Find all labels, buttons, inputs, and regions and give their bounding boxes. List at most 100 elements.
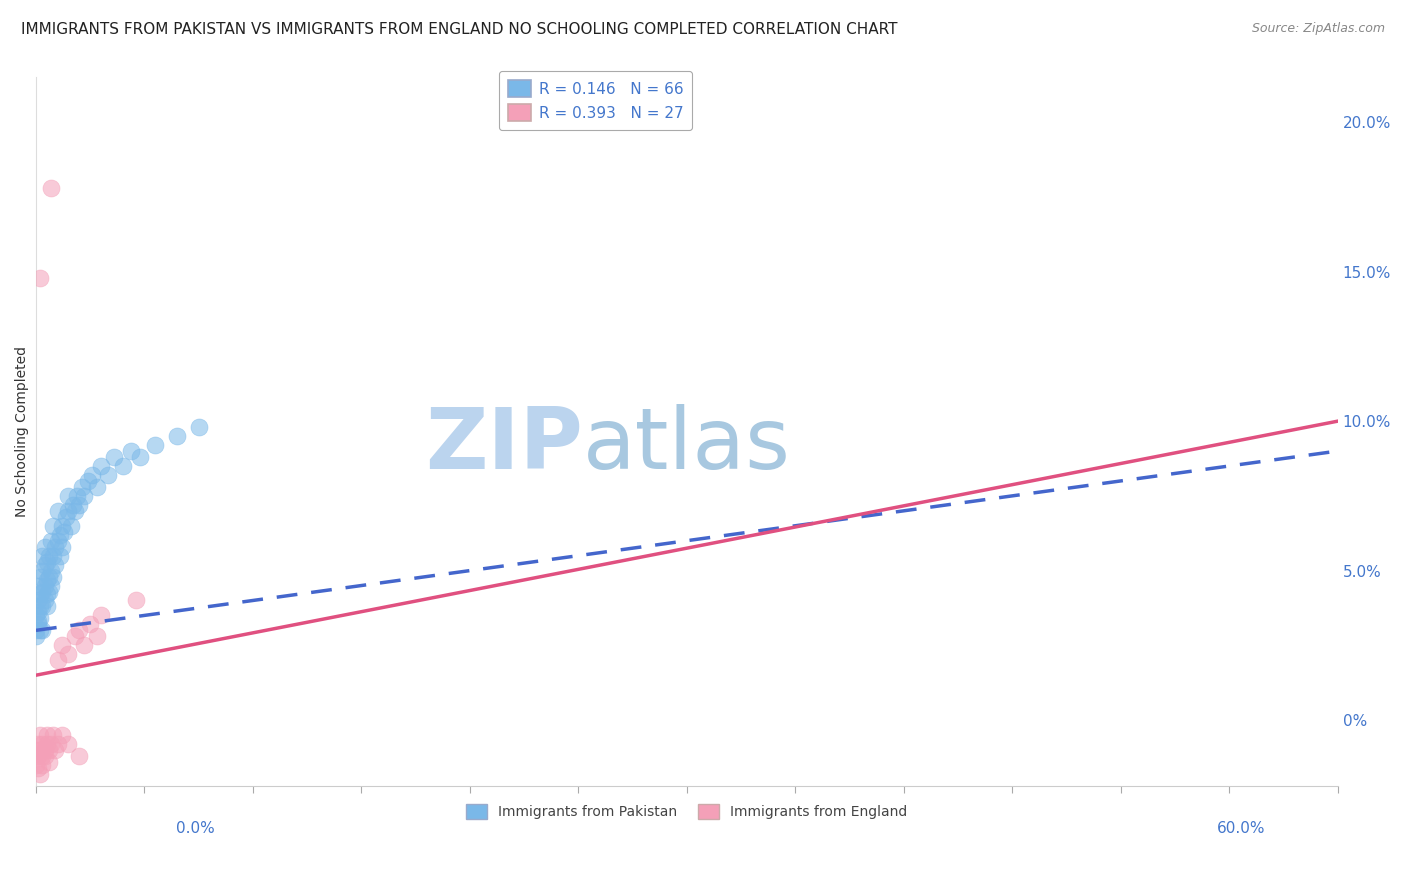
Point (46, 737, 69, 751)
Point (96, 467, 118, 482)
Point (111, 458, 134, 473)
Point (63, 504, 86, 518)
Point (77, 474, 100, 488)
Point (38, 569, 60, 583)
Point (31, 737, 53, 751)
Point (58, 489, 80, 503)
Point (31, 748, 53, 763)
Point (25, 608, 48, 623)
Point (31, 584, 53, 599)
Point (39, 737, 62, 751)
Point (44, 743, 66, 757)
Point (73, 638, 96, 652)
Point (31, 549, 53, 563)
Point (73, 489, 96, 503)
Point (34, 748, 56, 763)
Point (27, 737, 49, 751)
Point (25, 629, 48, 643)
Point (67, 498, 90, 512)
Point (31, 624, 53, 638)
Point (38, 549, 60, 563)
Point (70, 480, 93, 494)
Text: 0.0%: 0.0% (176, 821, 215, 836)
Point (34, 558, 56, 572)
Point (42, 569, 65, 583)
Point (27, 617, 49, 632)
Point (30, 767, 52, 781)
Point (25, 624, 48, 638)
Point (38, 584, 60, 599)
Point (34, 540, 56, 554)
Text: atlas: atlas (582, 404, 790, 487)
Point (38, 755, 60, 769)
Point (35, 737, 58, 751)
Point (46, 653, 69, 667)
Point (46, 504, 69, 518)
Point (31, 564, 53, 578)
Point (51, 728, 73, 742)
Point (79, 617, 101, 632)
Point (51, 518, 73, 533)
Point (42, 549, 65, 563)
Point (42, 518, 65, 533)
Point (30, 743, 52, 757)
Point (55, 509, 77, 524)
Point (58, 504, 80, 518)
Point (34, 593, 56, 607)
Point (66, 489, 89, 503)
Point (143, 438, 166, 452)
Point (30, 599, 52, 614)
Point (49, 549, 72, 563)
Point (129, 450, 152, 464)
Y-axis label: No Schooling Completed: No Schooling Completed (15, 346, 30, 517)
Point (86, 629, 108, 643)
Point (51, 540, 73, 554)
Point (63, 629, 86, 643)
Point (35, 555, 58, 569)
Point (44, 540, 66, 554)
Point (166, 429, 188, 443)
Point (30, 270, 52, 285)
Text: 60.0%: 60.0% (1218, 821, 1265, 836)
Point (58, 737, 80, 751)
Point (27, 578, 49, 592)
Text: IMMIGRANTS FROM PAKISTAN VS IMMIGRANTS FROM ENGLAND NO SCHOOLING COMPLETED CORRE: IMMIGRANTS FROM PAKISTAN VS IMMIGRANTS F… (21, 22, 897, 37)
Text: ZIP: ZIP (425, 404, 582, 487)
Point (46, 533, 69, 548)
Text: Source: ZipAtlas.com: Source: ZipAtlas.com (1251, 22, 1385, 36)
Point (59, 518, 82, 533)
Legend: Immigrants from Pakistan, Immigrants from England: Immigrants from Pakistan, Immigrants fro… (461, 798, 912, 825)
Point (34, 578, 56, 592)
Point (30, 587, 52, 601)
Point (120, 444, 142, 458)
Point (49, 527, 72, 541)
Point (25, 757, 48, 772)
Point (27, 593, 49, 607)
Point (42, 728, 65, 742)
Point (35, 587, 58, 601)
Point (27, 748, 49, 763)
Point (67, 624, 90, 638)
Point (90, 458, 112, 473)
Point (125, 593, 148, 607)
Point (53, 524, 76, 539)
Point (44, 558, 66, 572)
Point (51, 638, 73, 652)
Point (86, 480, 108, 494)
Point (39, 578, 62, 592)
Point (31, 599, 53, 614)
Point (30, 624, 52, 638)
Point (39, 181, 62, 195)
Point (27, 615, 49, 629)
Point (30, 569, 52, 583)
Point (82, 467, 104, 482)
Point (30, 611, 52, 625)
Point (31, 757, 53, 772)
Point (38, 743, 60, 757)
Point (103, 450, 125, 464)
Point (34, 743, 56, 757)
Point (62, 498, 84, 512)
Point (25, 743, 48, 757)
Point (30, 728, 52, 742)
Point (39, 533, 62, 548)
